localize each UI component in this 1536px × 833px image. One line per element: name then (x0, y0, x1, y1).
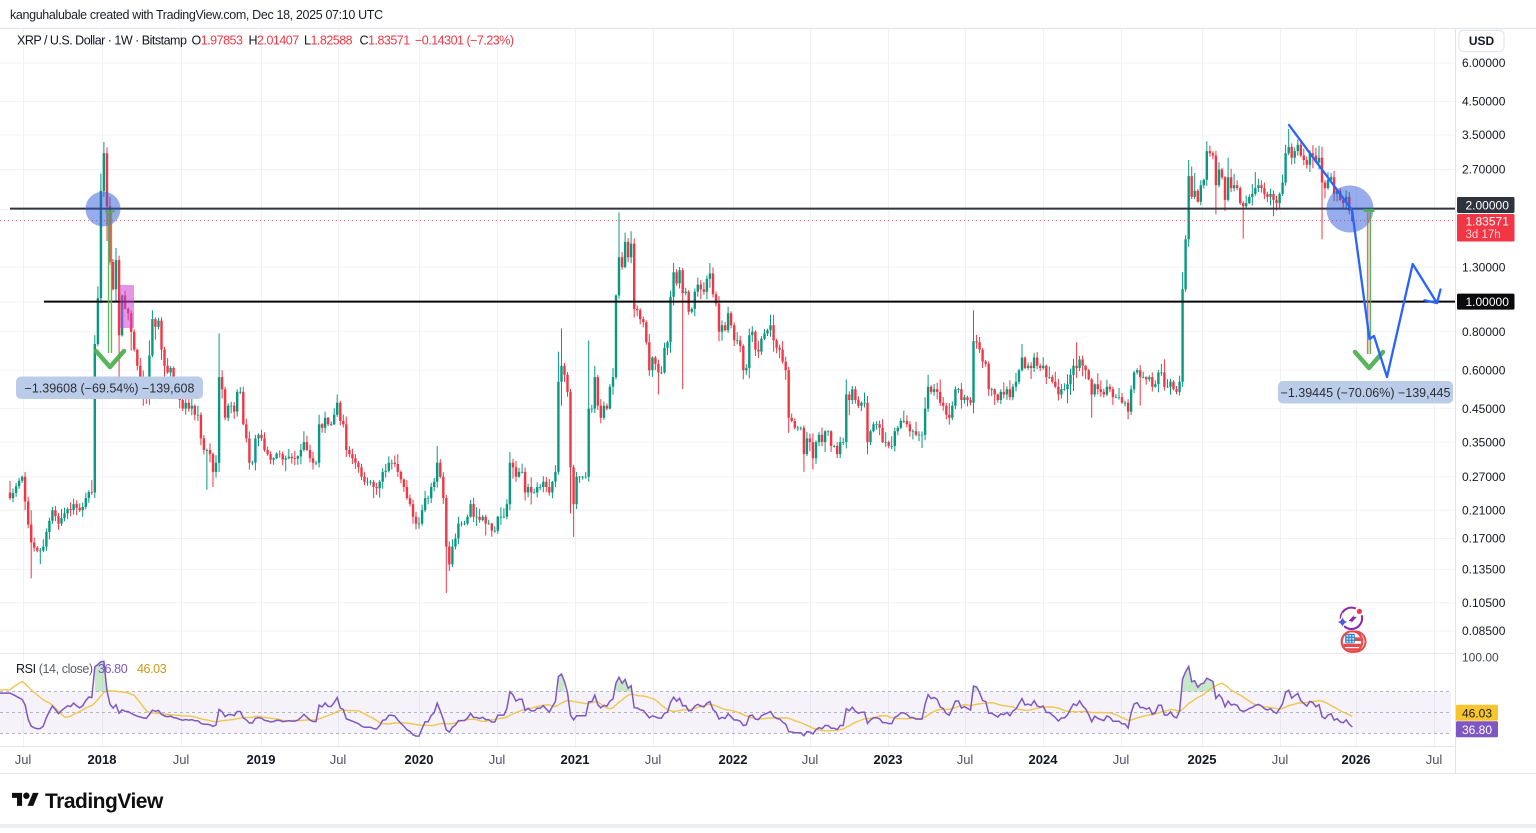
svg-text:Jul: Jul (489, 752, 506, 767)
svg-text:2.00000: 2.00000 (1466, 199, 1510, 213)
svg-text:36.80: 36.80 (1462, 723, 1492, 737)
svg-text:Jul: Jul (1113, 752, 1130, 767)
svg-text:−0.14301 (−7.23%): −0.14301 (−7.23%) (415, 34, 514, 48)
svg-text:2026: 2026 (1342, 752, 1371, 767)
svg-text:0.21000: 0.21000 (1462, 504, 1506, 518)
svg-text:0.80000: 0.80000 (1462, 325, 1506, 339)
svg-text:1.00000: 1.00000 (1466, 295, 1510, 309)
svg-text:46.03: 46.03 (137, 662, 167, 676)
svg-text:2019: 2019 (247, 752, 276, 767)
svg-text:0.08500: 0.08500 (1462, 624, 1506, 638)
svg-text:2023: 2023 (874, 752, 903, 767)
svg-text:Jul: Jul (957, 752, 974, 767)
svg-text:Jul: Jul (645, 752, 662, 767)
svg-text:1.30000: 1.30000 (1462, 260, 1506, 274)
svg-text:2021: 2021 (561, 752, 590, 767)
svg-text:3d 17h: 3d 17h (1466, 229, 1501, 241)
svg-text:−1.39608 (−69.54%) −139,608: −1.39608 (−69.54%) −139,608 (25, 381, 195, 395)
svg-text:36.80: 36.80 (98, 662, 128, 676)
svg-text:XRP / U.S. Dollar · 1W · Bitst: XRP / U.S. Dollar · 1W · Bitstamp (17, 34, 187, 48)
svg-text:Jul: Jul (173, 752, 190, 767)
svg-text:2025: 2025 (1188, 752, 1217, 767)
svg-text:C1.83571: C1.83571 (360, 34, 411, 48)
svg-text:2018: 2018 (88, 752, 117, 767)
svg-text:−1.39445 (−70.06%) −139,445: −1.39445 (−70.06%) −139,445 (1281, 386, 1451, 400)
svg-text:0.13500: 0.13500 (1462, 562, 1506, 576)
svg-text:TradingView: TradingView (45, 790, 164, 813)
svg-text:L1.82588: L1.82588 (304, 34, 353, 48)
svg-text:0.60000: 0.60000 (1462, 363, 1506, 377)
svg-text:2024: 2024 (1029, 752, 1059, 767)
svg-text:6.00000: 6.00000 (1462, 56, 1506, 70)
svg-text:0.17000: 0.17000 (1462, 532, 1506, 546)
svg-text:O1.97853: O1.97853 (192, 34, 243, 48)
svg-text:2.70000: 2.70000 (1462, 163, 1506, 177)
svg-text:3.50000: 3.50000 (1462, 128, 1506, 142)
svg-text:Jul: Jul (1426, 752, 1443, 767)
svg-text:Jul: Jul (15, 752, 32, 767)
svg-text:Jul: Jul (802, 752, 819, 767)
svg-text:0.45000: 0.45000 (1462, 402, 1506, 416)
svg-text:Jul: Jul (330, 752, 347, 767)
svg-text:2020: 2020 (405, 752, 434, 767)
svg-text:46.03: 46.03 (1462, 706, 1492, 720)
svg-text:0.10500: 0.10500 (1462, 596, 1506, 610)
svg-text:USD: USD (1469, 34, 1495, 48)
svg-text:RSI (14, close): RSI (14, close) (16, 662, 93, 676)
svg-text:0.27000: 0.27000 (1462, 470, 1506, 484)
svg-text:4.50000: 4.50000 (1462, 95, 1506, 109)
svg-text:kanguhalubale created with Tra: kanguhalubale created with TradingView.c… (10, 8, 383, 22)
svg-text:Jul: Jul (1272, 752, 1289, 767)
svg-text:0.35000: 0.35000 (1462, 435, 1506, 449)
svg-text:1.83571: 1.83571 (1466, 214, 1510, 228)
svg-text:H2.01407: H2.01407 (249, 34, 300, 48)
svg-text:2022: 2022 (719, 752, 748, 767)
svg-text:100.00: 100.00 (1462, 651, 1499, 665)
